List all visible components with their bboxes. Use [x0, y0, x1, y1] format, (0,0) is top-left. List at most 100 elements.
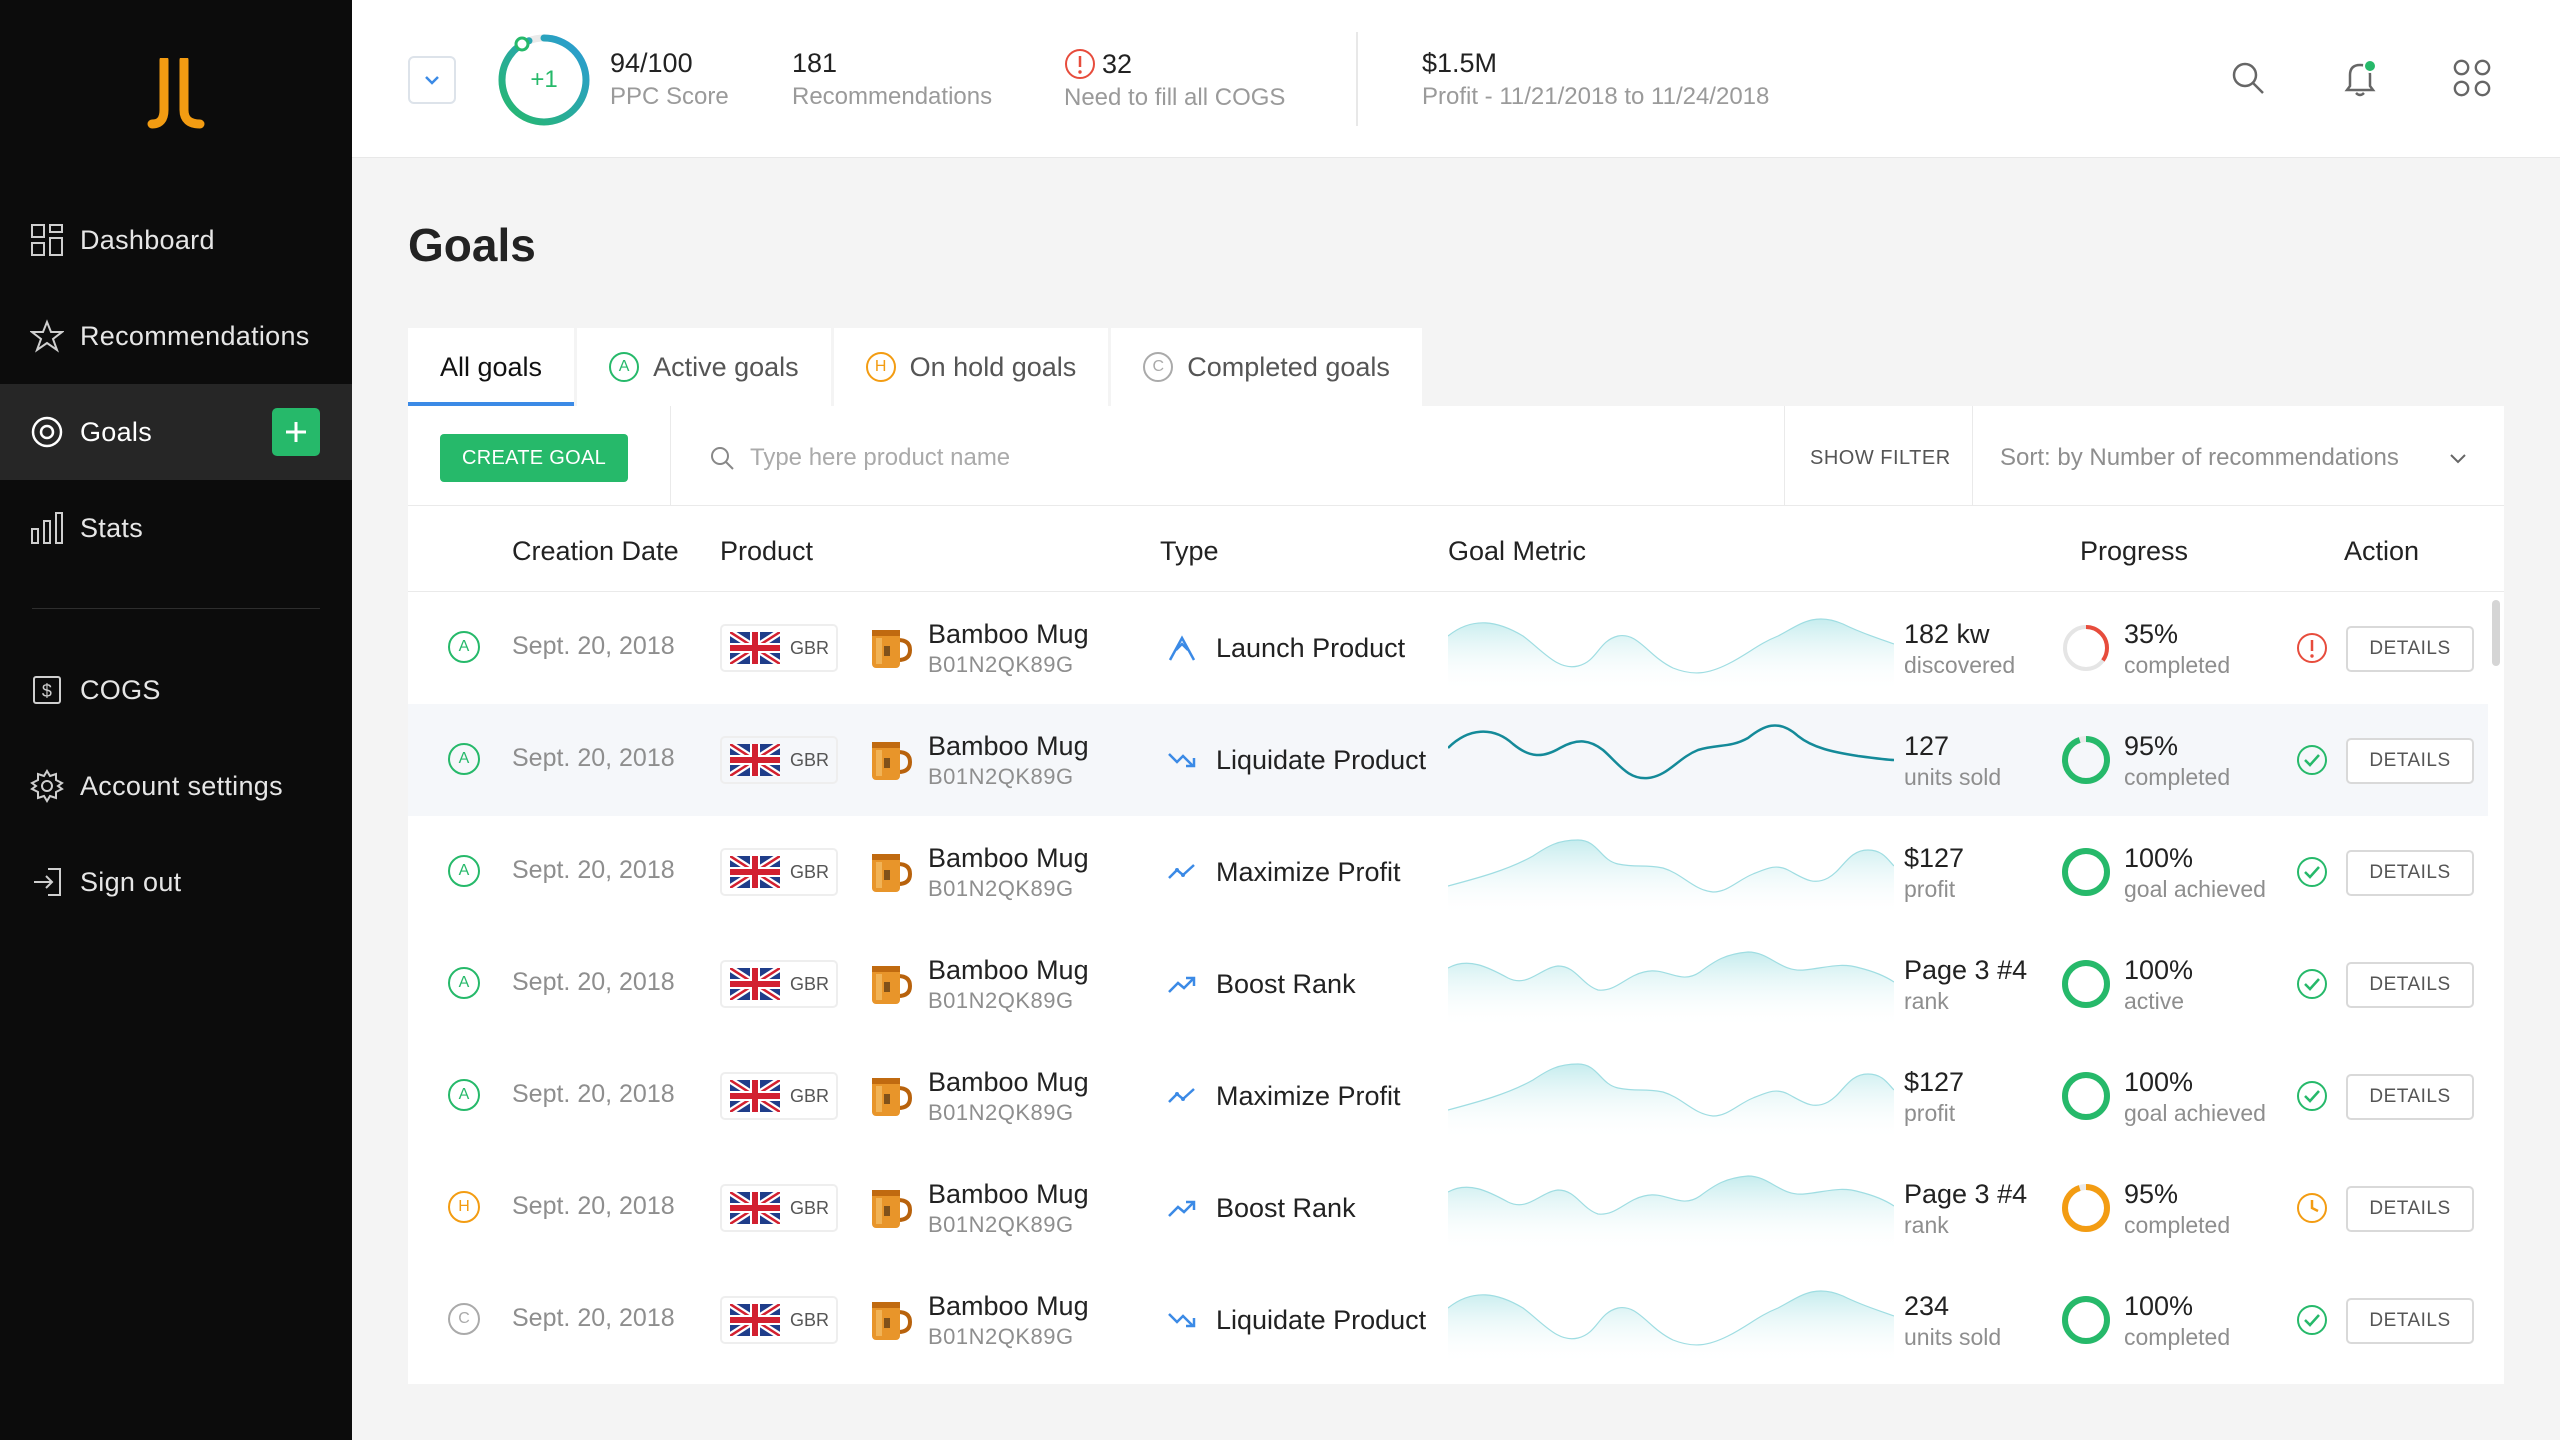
check-icon[interactable] — [2296, 1304, 2328, 1336]
header-divider — [1356, 32, 1358, 126]
goal-type-label: Maximize Profit — [1216, 1080, 1401, 1111]
sidebar-item-account-settings[interactable]: Account settings — [0, 738, 352, 834]
creation-date: Sept. 20, 2018 — [512, 1304, 675, 1332]
table-row[interactable]: A Sept. 20, 2018 GBR Bamboo Mug B01N2QK89G Ma… — [408, 816, 2488, 928]
scrollbar-thumb[interactable] — [2492, 600, 2500, 666]
details-button[interactable]: DETAILS — [2346, 1298, 2474, 1344]
progress-ring — [2062, 1184, 2110, 1232]
column-header-action[interactable]: Action — [2344, 536, 2420, 566]
alert-icon[interactable] — [2296, 632, 2328, 664]
column-header-goal-metric[interactable]: Goal Metric — [1448, 536, 1587, 566]
liquidate-icon — [1166, 1304, 1198, 1336]
progress-ring — [2062, 736, 2110, 784]
search-icon — [711, 447, 734, 470]
progress-ring — [2062, 1296, 2110, 1344]
stat-label: Need to fill all COGS — [1064, 84, 1286, 111]
stat-label: Profit - 11/21/2018 to 11/24/2018 — [1422, 83, 1770, 110]
apps-grid-icon — [2453, 59, 2491, 97]
search-input[interactable] — [750, 444, 1650, 472]
goal-type: Liquidate Product — [1166, 1304, 1426, 1336]
ppc-score-stat: 94/100 PPC Score — [610, 48, 729, 111]
apps-menu-button[interactable] — [2452, 58, 2492, 98]
column-header-product[interactable]: Product — [720, 536, 814, 566]
table-row[interactable]: A Sept. 20, 2018 GBR Bamboo Mug B01N2QK89G Li… — [408, 704, 2488, 816]
goal-status-icon: H — [448, 1191, 480, 1223]
sidebar-item-goals[interactable]: Goals — [0, 384, 352, 480]
metric-value: $127 — [1904, 843, 1965, 873]
metric-label: rank — [1904, 988, 1949, 1014]
product-thumbnail — [864, 958, 916, 1010]
top-header: +1 94/100 PPC Score 181 Recommendations … — [352, 0, 2560, 158]
toolbar-divider — [1784, 406, 1785, 506]
uk-flag-icon — [730, 632, 780, 664]
goal-status-icon: A — [448, 743, 480, 775]
tab-on-hold-goals[interactable]: H On hold goals — [833, 328, 1109, 406]
account-dropdown-button[interactable] — [408, 56, 456, 104]
details-button[interactable]: DETAILS — [2346, 1074, 2474, 1120]
goal-status-icon: A — [448, 967, 480, 999]
goal-metric-sparkline — [1448, 724, 1894, 780]
tab-completed-goals[interactable]: C Completed goals — [1111, 328, 1422, 406]
details-button[interactable]: DETAILS — [2346, 850, 2474, 896]
check-icon[interactable] — [2296, 856, 2328, 888]
details-button[interactable]: DETAILS — [2346, 962, 2474, 1008]
metric-label: rank — [1904, 1212, 1949, 1238]
tab-label: On hold goals — [909, 351, 1077, 382]
column-header-creation-date[interactable]: Creation Date — [512, 536, 679, 566]
tab-all-goals[interactable]: All goals — [408, 328, 575, 406]
jl-logo[interactable] — [146, 58, 206, 130]
metric-value: Page 3 #4 — [1904, 955, 2028, 985]
sidebar-item-sign-out[interactable]: Sign out — [0, 834, 352, 930]
star-icon — [30, 319, 64, 353]
column-header-type[interactable]: Type — [1160, 536, 1219, 566]
tab-active-goals[interactable]: A Active goals — [577, 328, 831, 406]
check-icon[interactable] — [2296, 744, 2328, 776]
boost-icon — [1166, 968, 1198, 1000]
notifications-button[interactable] — [2340, 58, 2380, 98]
sidebar-item-label: Stats — [80, 512, 144, 543]
column-header-progress[interactable]: Progress — [2080, 536, 2189, 566]
table-row[interactable]: A Sept. 20, 2018 GBR Bamboo Mug B01N2QK89G Ma… — [408, 1040, 2488, 1152]
sidebar-item-stats[interactable]: Stats — [0, 480, 352, 576]
product-name: Bamboo Mug — [928, 955, 1089, 985]
product-name: Bamboo Mug — [928, 731, 1089, 761]
goal-type: Maximize Profit — [1166, 856, 1401, 888]
recommendations-stat[interactable]: 181 Recommendations — [792, 48, 992, 111]
sidebar-item-label: Dashboard — [80, 224, 215, 255]
goal-status-icon: A — [448, 631, 480, 663]
details-button[interactable]: DETAILS — [2346, 738, 2474, 784]
marketplace-badge: GBR — [720, 1072, 838, 1120]
metric-label: units sold — [1904, 1324, 2002, 1350]
sidebar-item-cogs[interactable]: $ COGS — [0, 642, 352, 738]
metric-value: $127 — [1904, 1067, 1965, 1097]
check-icon[interactable] — [2296, 968, 2328, 1000]
table-row[interactable]: A Sept. 20, 2018 GBR Bamboo Mug B01N2QK89G La… — [408, 592, 2488, 704]
table-scrollbar[interactable] — [2488, 592, 2504, 1384]
clock-icon[interactable] — [2296, 1192, 2328, 1224]
plus-icon — [286, 422, 306, 442]
progress-value: 95% — [2124, 731, 2179, 761]
table-row[interactable]: H Sept. 20, 2018 GBR Bamboo Mug B01N2QK89G Bo… — [408, 1152, 2488, 1264]
goal-type-label: Boost Rank — [1216, 968, 1356, 999]
country-code: GBR — [790, 861, 830, 882]
table-header: Creation Date Product Type Goal Metric P… — [408, 506, 2504, 592]
add-goal-button[interactable] — [272, 408, 320, 456]
details-button[interactable]: DETAILS — [2346, 626, 2474, 672]
sidebar-item-dashboard[interactable]: Dashboard — [0, 192, 352, 288]
check-icon[interactable] — [2296, 1080, 2328, 1112]
marketplace-badge: GBR — [720, 736, 838, 784]
show-filter-button[interactable]: SHOW FILTER — [1810, 446, 1951, 469]
sidebar-item-label: Goals — [80, 416, 153, 447]
sidebar-item-recommendations[interactable]: Recommendations — [0, 288, 352, 384]
sort-dropdown[interactable]: Sort: by Number of recommendations — [2000, 434, 2470, 482]
table-row[interactable]: C Sept. 20, 2018 GBR Bamboo Mug B01N2QK89G Li… — [408, 1264, 2488, 1376]
product-sku: B01N2QK89G — [928, 1212, 1074, 1237]
details-button[interactable]: DETAILS — [2346, 1186, 2474, 1232]
table-row[interactable]: A Sept. 20, 2018 GBR Bamboo Mug B01N2QK89G Bo… — [408, 928, 2488, 1040]
progress-ring — [2062, 848, 2110, 896]
product-thumbnail — [864, 1294, 916, 1346]
create-goal-button[interactable]: CREATE GOAL — [440, 434, 628, 482]
search-button[interactable] — [2228, 58, 2268, 98]
tab-label: Active goals — [653, 351, 799, 382]
cogs-stat[interactable]: 32 Need to fill all COGS — [1064, 48, 1285, 112]
